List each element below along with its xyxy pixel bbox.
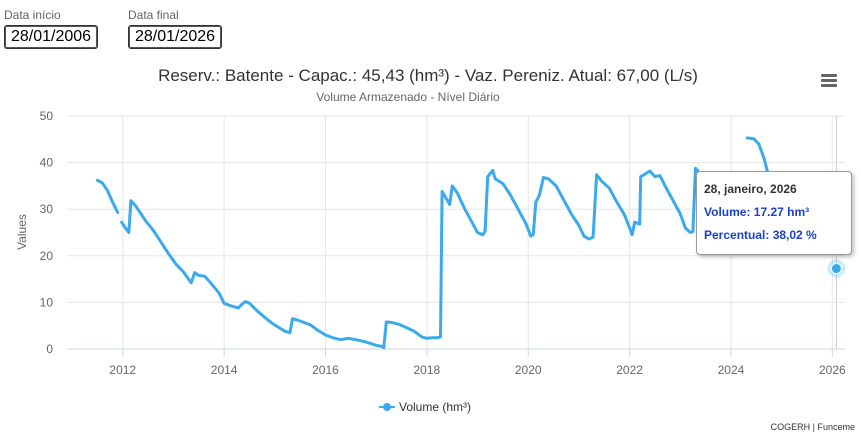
- start-date-input[interactable]: 28/01/2006: [4, 25, 99, 49]
- tooltip-percent: Percentual: 38,02 %: [704, 228, 817, 242]
- end-date-filter: Data final 28/01/2026: [128, 8, 223, 49]
- x-tick-label: 2014: [211, 363, 238, 377]
- y-tick-label: 50: [40, 109, 54, 123]
- x-tick-label: 2026: [819, 363, 846, 377]
- data-tooltip: 28, janeiro, 2026 Volume: 17.27 hm³ Perc…: [696, 171, 852, 255]
- series-line: [745, 136, 769, 174]
- series-line: [120, 166, 700, 350]
- x-tick-label: 2024: [718, 363, 745, 377]
- chart-subtitle: Volume Armazenado - Nível Diário: [316, 90, 500, 104]
- y-tick-label: 0: [46, 342, 53, 356]
- chart-title: Reserv.: Batente - Capac.: 45,43 (hm³) -…: [158, 66, 698, 85]
- grid-lines: [67, 115, 845, 357]
- legend[interactable]: Volume (hm³): [379, 400, 471, 414]
- y-axis-ticks: 0 10 20 30 40 50: [40, 109, 54, 356]
- x-tick-label: 2020: [515, 363, 542, 377]
- y-axis-label: Values: [15, 214, 29, 250]
- x-tick-label: 2012: [109, 363, 136, 377]
- legend-marker: [383, 403, 391, 411]
- menu-bar: [821, 84, 837, 87]
- series-line: [95, 178, 120, 214]
- credits-text: COGERH | Funceme: [770, 422, 855, 432]
- menu-bar: [821, 74, 837, 77]
- x-tick-label: 2016: [312, 363, 339, 377]
- tooltip-volume: Volume: 17.27 hm³: [704, 205, 810, 219]
- legend-label[interactable]: Volume (hm³): [399, 400, 471, 414]
- end-date-input[interactable]: 28/01/2026: [128, 25, 223, 49]
- x-axis-ticks: 2012 2014 2016 2018 2020 2022 2024 2026: [109, 363, 846, 377]
- y-tick-label: 20: [40, 249, 54, 263]
- end-date-label: Data final: [128, 8, 179, 22]
- tooltip-date: 28, janeiro, 2026: [704, 182, 797, 196]
- highlight-point: [830, 263, 842, 275]
- x-tick-label: 2022: [616, 363, 643, 377]
- y-tick-label: 30: [40, 202, 54, 216]
- start-date-label: Data início: [4, 8, 61, 22]
- x-tick-label: 2018: [414, 363, 441, 377]
- y-tick-label: 10: [40, 295, 54, 309]
- menu-bar: [821, 79, 837, 82]
- start-date-filter: Data início 28/01/2006: [4, 8, 99, 49]
- y-tick-label: 40: [40, 156, 54, 170]
- series-group: [95, 136, 769, 350]
- hamburger-menu-icon[interactable]: [818, 70, 840, 92]
